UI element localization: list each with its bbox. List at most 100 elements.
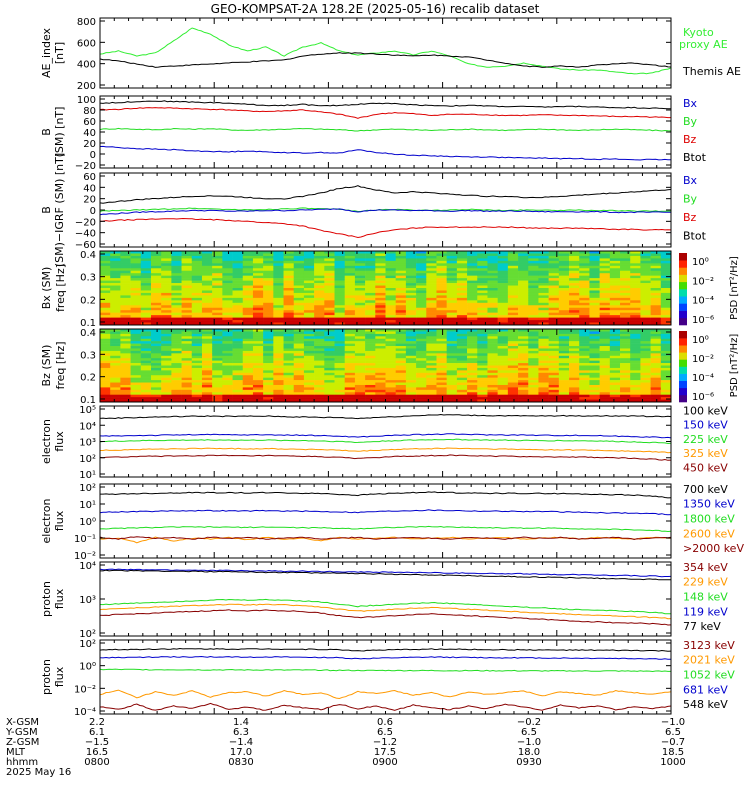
orbit-value-mlt: 17.0 [230, 747, 252, 758]
spectrogram-cell [477, 346, 488, 349]
spectrogram-cell [222, 399, 233, 403]
spectrogram-cell [110, 255, 121, 259]
spectrogram-cell [456, 331, 468, 335]
spectrogram-cell [630, 312, 641, 316]
spectrogram-cell [416, 255, 427, 259]
spectrogram-cell [405, 268, 417, 272]
spectrogram-cell [640, 322, 651, 326]
spectrogram-cell [365, 305, 376, 309]
spectrogram-cell [375, 333, 386, 337]
spectrogram-cell [620, 320, 631, 323]
spectrogram-cell [130, 305, 142, 309]
spectrogram-cell [120, 387, 131, 391]
spectrogram-cell [518, 270, 529, 274]
spectrogram-cell [375, 273, 386, 276]
spectrogram-cell [324, 278, 335, 281]
spectrogram-cell [354, 331, 366, 335]
spectrogram-cell [385, 307, 396, 311]
spectrogram-cell [487, 307, 498, 311]
spectrogram-cell [426, 253, 437, 257]
spectrogram-cell [191, 363, 203, 366]
spectrogram-cell [150, 307, 162, 311]
spectrogram-cell [548, 384, 560, 388]
spectrogram-cell [497, 253, 509, 257]
spectrogram-cell [303, 387, 315, 391]
y-tick-label: 800 [77, 17, 96, 28]
spectrogram-cell [242, 341, 254, 344]
spectrogram-cell [100, 341, 111, 344]
spectrogram-cell [589, 384, 600, 388]
spectrogram-cell [426, 377, 437, 381]
spectrogram-cell [446, 377, 458, 381]
spectrogram-cell [660, 397, 672, 400]
spectrogram-cell [314, 382, 325, 386]
spectrogram-cell [303, 255, 315, 259]
spectrogram-cell [100, 255, 111, 259]
spectrogram-cell [140, 292, 152, 296]
spectrogram-cell [140, 382, 152, 386]
spectrogram-cell [599, 358, 611, 361]
legend-label: 77 keV [683, 620, 721, 633]
spectrogram-cell [548, 382, 560, 386]
spectrogram-cell [201, 322, 213, 326]
spectrogram-cell [110, 317, 121, 321]
spectrogram-cell [110, 292, 121, 296]
spectrogram-cell [558, 397, 570, 400]
spectrogram-cell [191, 384, 203, 388]
spectrogram-cell [620, 363, 631, 366]
spectrogram-cell [620, 288, 631, 291]
spectrogram-cell [303, 363, 315, 366]
spectrogram-cell [293, 292, 305, 296]
spectrogram-cell [507, 320, 519, 323]
spectrogram-cell [579, 290, 590, 294]
spectrogram-cell [528, 305, 539, 309]
spectrogram-cell [405, 263, 417, 267]
spectrogram-cell [467, 310, 478, 313]
spectrogram-cell [426, 392, 437, 395]
spectrogram-cell [436, 329, 447, 332]
spectrogram-cell [375, 295, 386, 299]
spectrogram-cell [660, 290, 672, 294]
spectrogram-cell [487, 285, 498, 289]
spectrogram-cell [548, 310, 560, 313]
spectrogram-cell [558, 283, 570, 286]
spectrogram-cell [609, 290, 621, 294]
series-line-3123-kev [99, 702, 672, 711]
spectrogram-cell [191, 312, 203, 316]
spectrogram-cell [293, 394, 305, 398]
spectrogram-cell [314, 268, 325, 272]
y-axis-label: B [40, 128, 53, 136]
spectrogram-cell [232, 270, 244, 274]
spectrogram-cell [191, 389, 203, 393]
spectrogram-cell [558, 251, 570, 254]
spectrogram-cell [436, 346, 447, 349]
spectrogram-cell [446, 389, 458, 393]
spectrogram-cell [140, 375, 152, 378]
spectrogram-cell [405, 253, 417, 257]
spectrogram-cell [324, 260, 335, 264]
spectrogram-cell [222, 322, 233, 326]
spectrogram-cell [640, 365, 651, 369]
spectrogram-cell [130, 387, 142, 391]
spectrogram-cell [120, 331, 131, 335]
spectrogram-cell [630, 297, 641, 301]
spectrogram-cell [630, 278, 641, 281]
spectrogram-cell [365, 384, 376, 388]
spectrogram-cell [375, 384, 386, 388]
spectrogram-cell [120, 341, 131, 344]
spectrogram-cell [263, 363, 274, 366]
spectrogram-cell [201, 365, 213, 369]
spectrogram-cell [630, 380, 641, 383]
spectrogram-cell [416, 292, 427, 296]
spectrogram-cell [497, 365, 509, 369]
spectrogram-cell [446, 270, 458, 274]
spectrogram-cell [385, 265, 396, 269]
spectrogram-cell [426, 382, 437, 386]
spectrogram-cell [660, 370, 672, 374]
spectrogram-cell [375, 310, 386, 313]
spectrogram-cell [283, 341, 295, 344]
spectrogram-cell [426, 397, 437, 400]
spectrogram-cell [263, 365, 274, 369]
spectrogram-cell [477, 341, 488, 344]
